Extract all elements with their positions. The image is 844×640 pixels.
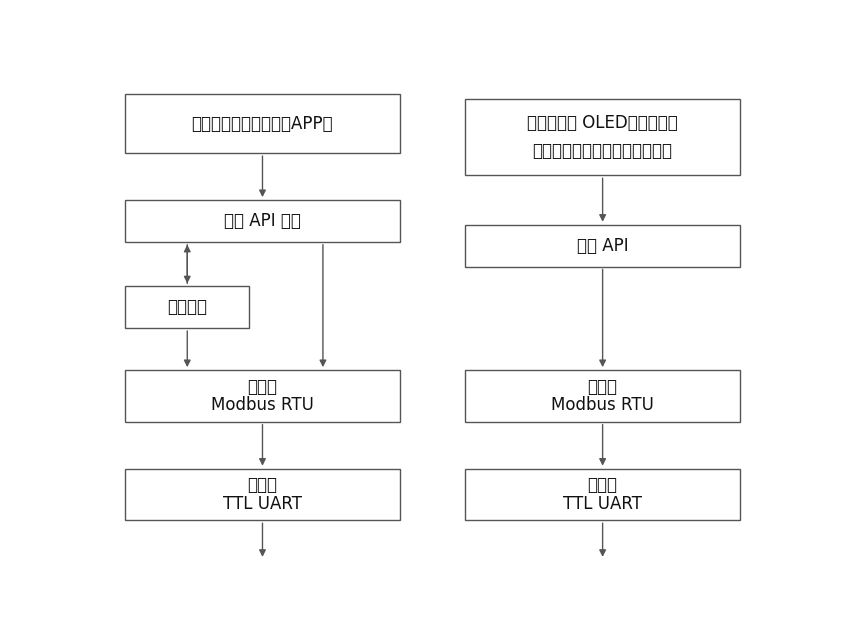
FancyBboxPatch shape	[125, 200, 400, 242]
Text: Modbus RTU: Modbus RTU	[551, 396, 654, 414]
FancyBboxPatch shape	[465, 370, 740, 422]
Text: 系统监控: 系统监控	[167, 298, 208, 316]
FancyBboxPatch shape	[465, 468, 740, 520]
Text: 物理层: 物理层	[587, 476, 618, 494]
FancyBboxPatch shape	[125, 370, 400, 422]
Text: 机器人硬件 OLED、灯圈、陀: 机器人硬件 OLED、灯圈、陀	[528, 115, 678, 132]
Text: 应用层: 应用层	[247, 378, 278, 396]
Text: TTL UART: TTL UART	[223, 495, 302, 513]
FancyBboxPatch shape	[465, 99, 740, 175]
Text: 物理层: 物理层	[247, 476, 278, 494]
Text: 用户应用程序（语音、APP）: 用户应用程序（语音、APP）	[192, 115, 333, 132]
FancyBboxPatch shape	[125, 94, 400, 153]
Text: TTL UART: TTL UART	[563, 495, 642, 513]
Text: 螺仪、超声波、动作库、电量。: 螺仪、超声波、动作库、电量。	[533, 142, 673, 160]
Text: Modbus RTU: Modbus RTU	[211, 396, 314, 414]
FancyBboxPatch shape	[125, 286, 250, 328]
Text: 用户 API 线程: 用户 API 线程	[224, 212, 301, 230]
Text: 控制 API: 控制 API	[576, 237, 629, 255]
FancyBboxPatch shape	[125, 468, 400, 520]
FancyBboxPatch shape	[465, 225, 740, 266]
Text: 应用层: 应用层	[587, 378, 618, 396]
